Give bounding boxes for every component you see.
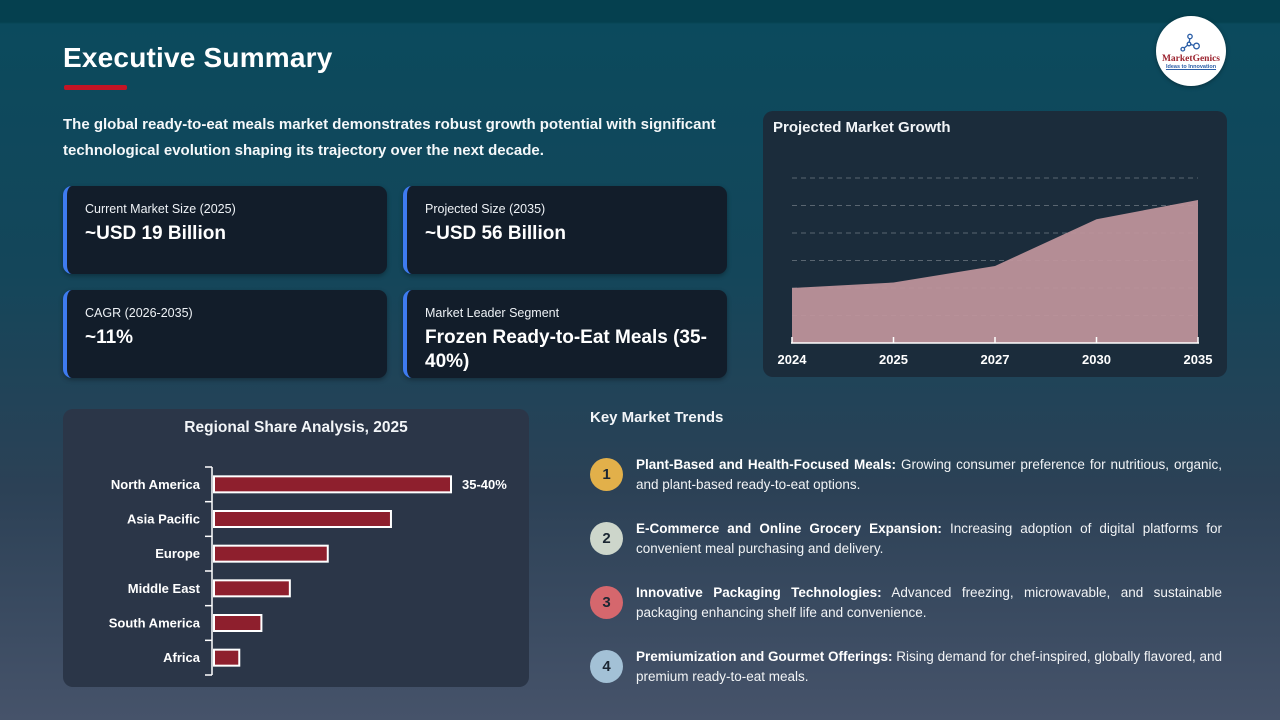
stat-value: Frozen Ready-to-Eat Meals (35-40%) bbox=[425, 327, 707, 372]
x-tick-label: 2030 bbox=[1082, 352, 1111, 367]
trend-title: Innovative Packaging Technologies: bbox=[636, 585, 882, 600]
stat-value: ~11% bbox=[85, 327, 134, 348]
stat-card-leader-segment: Market Leader Segment Frozen Ready-to-Ea… bbox=[403, 290, 727, 378]
trend-number: 3 bbox=[602, 594, 611, 611]
stat-card-current-size: Current Market Size (2025) ~USD 19 Billi… bbox=[63, 186, 387, 274]
category-label: Europe bbox=[155, 546, 200, 561]
category-label: Africa bbox=[163, 650, 201, 665]
bar-north-america bbox=[213, 475, 452, 494]
trend-number: 2 bbox=[602, 530, 611, 547]
marketgenics-logo: MarketGenics Ideas to Innovation bbox=[1156, 16, 1226, 86]
bar-africa bbox=[213, 648, 241, 667]
regional-bar-chart: North America 35-40% Asia Pacific Europe Mid… bbox=[109, 466, 507, 676]
logo-name: MarketGenics bbox=[1161, 53, 1221, 64]
x-tick-label: 2025 bbox=[879, 352, 908, 367]
trend-body: Advanced freezing, microwavable, and sus… bbox=[636, 585, 1222, 620]
bar-europe bbox=[213, 544, 329, 563]
trend-text: E-Commerce and Online Grocery Expansion:… bbox=[636, 519, 1222, 558]
page-title: Executive Summary bbox=[63, 42, 333, 73]
bar-asia-pacific bbox=[213, 510, 392, 528]
stat-label: CAGR (2026-2035) bbox=[85, 306, 193, 320]
growth-chart-title: Projected Market Growth bbox=[773, 119, 951, 136]
stats-grid: Current Market Size (2025) ~USD 19 Billi… bbox=[63, 186, 727, 378]
trend-title: E-Commerce and Online Grocery Expansion: bbox=[636, 521, 942, 536]
trend-body: Increasing adoption of digital platforms… bbox=[636, 521, 1222, 556]
category-label: South America bbox=[109, 616, 201, 631]
stat-label: Projected Size (2035) bbox=[425, 202, 546, 216]
trend-text: Plant-Based and Health-Focused Meals: Gr… bbox=[636, 455, 1222, 494]
trend-badge-1: 1 bbox=[590, 458, 623, 491]
stat-value: ~USD 56 Billion bbox=[425, 223, 566, 244]
logo-tagline: Ideas to Innovation bbox=[1165, 63, 1217, 70]
trend-item-3: 3 Innovative Packaging Technologies: Adv… bbox=[590, 583, 1222, 622]
trends-heading: Key Market Trends bbox=[590, 409, 724, 426]
trend-badge-2: 2 bbox=[590, 522, 623, 555]
x-tick-label: 2024 bbox=[778, 352, 808, 367]
trend-title: Premiumization and Gourmet Offerings: bbox=[636, 649, 893, 664]
x-tick-label: 2027 bbox=[981, 352, 1010, 367]
x-tick-label: 2035 bbox=[1184, 352, 1213, 367]
bar-middle-east bbox=[213, 579, 291, 598]
trend-number: 1 bbox=[602, 466, 611, 483]
trend-item-4: 4 Premiumization and Gourmet Offerings: … bbox=[590, 647, 1222, 686]
trend-badge-3: 3 bbox=[590, 586, 623, 619]
trend-title: Plant-Based and Health-Focused Meals: bbox=[636, 457, 897, 472]
trend-body: Rising demand for chef-inspired, globall… bbox=[636, 649, 1222, 684]
stat-value: ~USD 19 Billion bbox=[85, 223, 226, 244]
trend-text: Premiumization and Gourmet Offerings: Ri… bbox=[636, 647, 1222, 686]
growth-chart-panel: 2024 2025 2027 2030 2035 Projected Market Gr… bbox=[763, 111, 1227, 377]
area-series bbox=[792, 200, 1198, 343]
trend-badge-4: 4 bbox=[590, 650, 623, 683]
stat-card-projected-size: Projected Size (2035) ~USD 56 Billion bbox=[403, 186, 727, 274]
stat-label: Market Leader Segment bbox=[425, 306, 560, 320]
category-label: Asia Pacific bbox=[127, 512, 200, 527]
trend-text: Innovative Packaging Technologies: Advan… bbox=[636, 583, 1222, 622]
category-label: Middle East bbox=[128, 581, 201, 596]
bar-south-america bbox=[213, 614, 263, 632]
stat-card-cagr: CAGR (2026-2035) ~11% bbox=[63, 290, 387, 378]
regional-chart-title: Regional Share Analysis, 2025 bbox=[184, 419, 408, 436]
trend-number: 4 bbox=[602, 658, 611, 675]
trend-item-2: 2 E-Commerce and Online Grocery Expansio… bbox=[590, 519, 1222, 558]
regional-chart-panel: North America 35-40% Asia Pacific Europe Mid… bbox=[63, 409, 529, 687]
trend-body: Growing consumer preference for nutritio… bbox=[636, 457, 1222, 492]
key-market-trends-section: Key Market Trends 1 Plant-Based and Heal… bbox=[590, 409, 1222, 711]
bar-value-label: 35-40% bbox=[462, 477, 507, 492]
title-underline bbox=[64, 85, 127, 90]
stat-label: Current Market Size (2025) bbox=[85, 202, 236, 216]
trend-item-1: 1 Plant-Based and Health-Focused Meals: … bbox=[590, 455, 1222, 494]
category-label: North America bbox=[111, 477, 201, 492]
intro-text: The global ready-to-eat meals market dem… bbox=[63, 116, 716, 159]
growth-area-chart: 2024 2025 2027 2030 2035 bbox=[778, 177, 1213, 367]
molecule-icon bbox=[1180, 33, 1200, 52]
